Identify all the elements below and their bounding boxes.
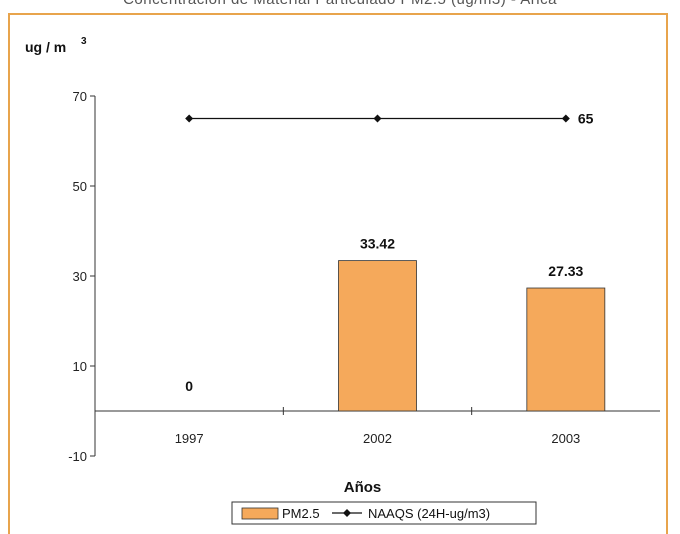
- legend-label-pm25: PM2.5: [282, 506, 320, 521]
- naaqs-marker: [185, 114, 194, 123]
- naaqs-data-label: 65: [578, 111, 594, 127]
- x-axis-title: Años: [344, 479, 382, 496]
- y-tick-label: 70: [73, 89, 87, 104]
- bar-pm25: [338, 260, 417, 412]
- bar-data-label: 33.42: [360, 236, 395, 252]
- bar-pm25: [526, 287, 606, 412]
- y-axis-title-superscript: 3: [81, 36, 87, 47]
- y-tick-label: 10: [73, 359, 87, 374]
- naaqs-marker: [373, 114, 382, 123]
- x-tick-label: 2002: [363, 431, 392, 446]
- bar-data-label: 27.33: [548, 263, 583, 279]
- legend-label-naaqs: NAAQS (24H-ug/m3): [368, 506, 490, 521]
- y-tick-label: 30: [73, 269, 87, 284]
- y-axis-title: ug / m: [25, 39, 66, 55]
- x-tick-label: 2003: [551, 431, 580, 446]
- y-tick-label: -10: [68, 449, 87, 464]
- bar-data-label: 0: [185, 378, 193, 394]
- x-tick-label: 1997: [175, 431, 204, 446]
- legend-swatch-pm25: [241, 507, 279, 520]
- chart-frame: [8, 13, 668, 534]
- legend-box: [231, 501, 537, 525]
- y-tick-label: 50: [73, 179, 87, 194]
- legend-marker-naaqs: [343, 509, 351, 517]
- naaqs-marker: [561, 114, 570, 123]
- cut-off-title: Concentración de Material Particulado PM…: [0, 0, 680, 8]
